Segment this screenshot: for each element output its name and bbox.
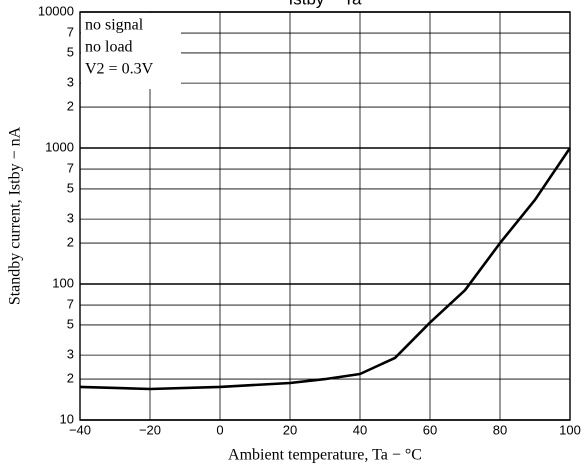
x-tick-label: −40 <box>69 422 91 437</box>
x-tick-label: 100 <box>559 422 581 437</box>
y-axis-label: Standby current, Istby − nA <box>7 126 24 305</box>
y-tick-label: 10 <box>60 411 74 426</box>
y-tick-label: 7 <box>67 161 74 176</box>
y-tick-label: 7 <box>67 25 74 40</box>
y-tick-label: 10000 <box>38 3 74 18</box>
y-tick-label: 3 <box>67 347 74 362</box>
y-tick-label: 2 <box>67 370 74 385</box>
x-tick-label: 80 <box>493 422 507 437</box>
annotation: no load <box>85 39 133 56</box>
y-tick-label: 5 <box>67 44 74 59</box>
y-tick-label: 7 <box>67 297 74 312</box>
x-tick-label: 20 <box>283 422 297 437</box>
y-tick-label: 5 <box>67 316 74 331</box>
annotation: V2 = 0.3V <box>85 61 154 78</box>
chart-title: Istby − Ta <box>289 0 362 8</box>
curve <box>79 147 572 391</box>
x-tick-label: 0 <box>216 422 223 437</box>
x-axis-label: Ambient temperature, Ta − °C <box>228 447 422 464</box>
annotation-box <box>81 13 181 89</box>
y-tick-label: 1000 <box>45 139 74 154</box>
y-tick-label: 2 <box>67 234 74 249</box>
y-tick-label: 3 <box>67 211 74 226</box>
y-tick-label: 3 <box>67 75 74 90</box>
x-tick-label: −20 <box>139 422 161 437</box>
annotation: no signal <box>85 17 144 34</box>
plot-frame <box>79 11 571 421</box>
y-tick-label: 2 <box>67 98 74 113</box>
x-tick-label: 60 <box>423 422 437 437</box>
y-tick-label: 5 <box>67 180 74 195</box>
x-tick-label: 40 <box>353 422 367 437</box>
y-tick-label: 100 <box>52 275 74 290</box>
